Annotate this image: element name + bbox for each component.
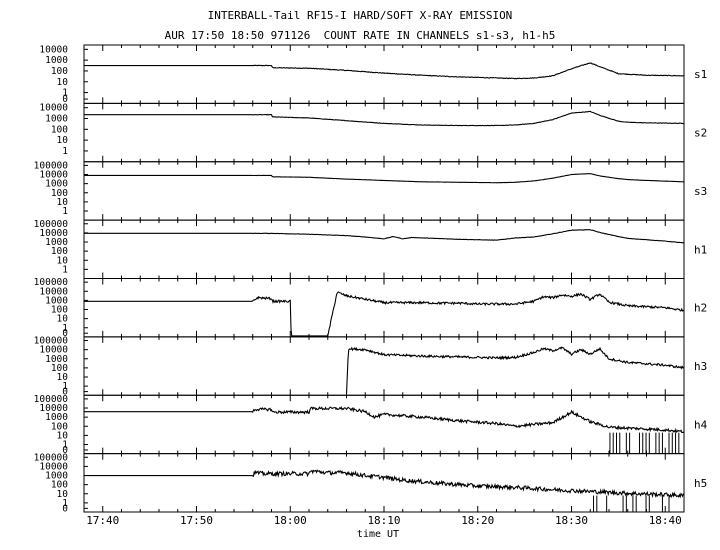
y-tick-label: 100: [51, 480, 68, 491]
channel-label-s2: s2: [694, 127, 707, 140]
series-line-s3: [84, 173, 685, 184]
y-tick-label: 1: [62, 146, 68, 157]
panel-frame: [83, 102, 685, 163]
y-tick-label: 10000: [39, 44, 68, 55]
y-tick-label: 1: [62, 206, 68, 217]
y-tick-label: 1000: [45, 471, 68, 482]
panel-frame: [83, 44, 685, 104]
channel-label-h4: h4: [694, 418, 708, 431]
x-tick-label: 18:40: [649, 514, 682, 527]
y-tick-label: 100000: [34, 394, 69, 405]
y-tick-label: 100000: [34, 336, 69, 347]
y-tick-label: 1000: [45, 237, 68, 248]
y-tick-label: 0: [62, 445, 68, 456]
y-tick-label: 10: [57, 197, 69, 208]
x-axis-label: time UT: [357, 529, 399, 540]
y-tick-label: 1000: [45, 179, 68, 190]
channel-label-h2: h2: [694, 302, 707, 315]
y-tick-label: 100000: [34, 277, 69, 288]
y-tick-label: 10000: [39, 461, 68, 472]
x-tick-label: 18:20: [461, 514, 494, 527]
channel-label-h1: h1: [694, 243, 707, 256]
channel-label-s1: s1: [694, 68, 707, 81]
y-tick-label: 10000: [39, 403, 68, 414]
channel-label-h5: h5: [694, 477, 707, 490]
y-tick-label: 100000: [34, 160, 69, 171]
y-tick-label: 100: [51, 188, 68, 199]
y-tick-label: 1: [62, 498, 68, 509]
panel-frame: [83, 278, 685, 338]
y-tick-label: 10: [57, 255, 69, 266]
y-tick-label: 10000: [39, 228, 68, 239]
y-tick-label: 0: [62, 387, 68, 398]
y-tick-label: 1000: [45, 55, 68, 66]
x-tick-label: 17:50: [180, 514, 213, 527]
chart-title: INTERBALL-Tail RF15-I HARD/SOFT X-RAY EM…: [207, 9, 513, 22]
series-line-h3: [345, 346, 685, 395]
panel-frame: [83, 219, 685, 279]
y-tick-label: 10: [57, 489, 69, 500]
y-tick-label: 10: [57, 372, 69, 383]
y-tick-label: 100000: [34, 452, 69, 463]
y-tick-label: 10000: [39, 286, 68, 297]
series-line-s1: [84, 62, 685, 80]
chart-subtitle: AUR 17:50 18:50 971126 COUNT RATE IN CHA…: [164, 29, 556, 42]
y-tick-label: 100: [51, 421, 68, 432]
series-line-h2: [84, 291, 685, 337]
series-line-h5: [84, 469, 685, 499]
y-tick-label: 10: [57, 135, 69, 146]
y-tick-label: 1000: [45, 412, 68, 423]
y-tick-label: 1: [62, 440, 68, 451]
series-line-s2: [84, 110, 685, 127]
y-tick-label: 100: [51, 124, 68, 135]
y-tick-label: 0: [62, 328, 68, 339]
series-line-h1: [84, 228, 685, 244]
y-tick-label: 100: [51, 363, 68, 374]
y-tick-label: 1: [62, 323, 68, 334]
y-tick-label: 1000: [45, 295, 68, 306]
y-tick-label: 1000: [45, 114, 68, 125]
x-tick-label: 17:40: [86, 514, 119, 527]
y-tick-label: 100: [51, 66, 68, 77]
series-line-h4: [84, 405, 685, 434]
y-tick-label: 10: [57, 430, 69, 441]
y-tick-label: 10000: [39, 103, 68, 114]
y-tick-label: 1: [62, 88, 68, 99]
channel-label-s3: s3: [694, 185, 707, 198]
y-tick-label: 1: [62, 381, 68, 392]
y-tick-label: 10000: [39, 345, 68, 356]
y-tick-label: 0: [62, 503, 68, 514]
x-tick-label: 18:00: [274, 514, 307, 527]
y-tick-label: 10: [57, 314, 69, 325]
y-tick-label: 1000: [45, 354, 68, 365]
y-tick-label: 10000: [39, 170, 68, 181]
panel-frame: [83, 394, 685, 455]
y-tick-label: 100: [51, 246, 68, 257]
x-tick-label: 18:30: [555, 514, 588, 527]
y-tick-label: 0: [62, 94, 68, 105]
panel-frame: [83, 336, 685, 396]
y-tick-label: 10: [57, 77, 69, 88]
panel-frame: [83, 161, 685, 221]
channel-label-h3: h3: [694, 360, 707, 373]
y-tick-label: 100: [51, 305, 68, 316]
x-tick-label: 18:10: [367, 514, 400, 527]
y-tick-label: 100000: [34, 219, 69, 230]
y-tick-label: 1: [62, 264, 68, 275]
